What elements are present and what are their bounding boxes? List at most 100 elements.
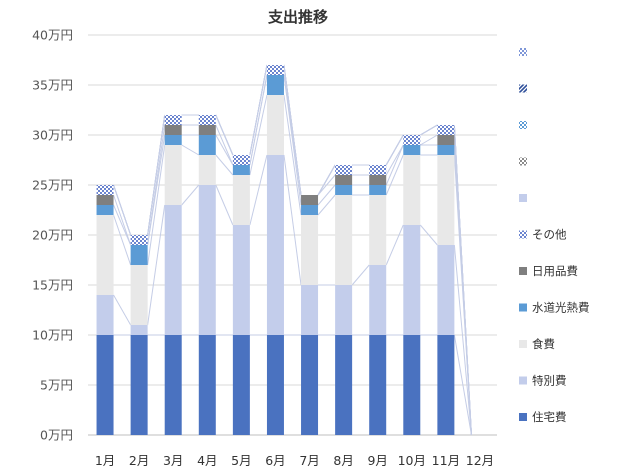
series-connector-lines <box>113 64 472 436</box>
bar-segment[interactable] <box>96 195 114 205</box>
series-line <box>147 114 166 236</box>
bar-segment[interactable] <box>232 155 250 165</box>
bar-segment[interactable] <box>266 335 284 435</box>
bar-segment[interactable] <box>96 185 114 195</box>
series-line <box>113 204 132 246</box>
legend-entry <box>519 194 527 202</box>
legend-entry: 日用品費 <box>519 264 578 278</box>
series-line <box>215 124 234 166</box>
bar-segment[interactable] <box>301 285 319 335</box>
x-tick-label: 11月 <box>432 453 460 468</box>
bar-segment[interactable] <box>198 125 216 135</box>
bar-segment[interactable] <box>232 165 250 175</box>
bar-segment[interactable] <box>403 145 421 155</box>
bar-segment[interactable] <box>403 135 421 145</box>
y-tick-label: 35万円 <box>32 78 73 93</box>
series-line <box>113 194 132 246</box>
bar-segment[interactable] <box>130 335 148 435</box>
x-tick-label: 3月 <box>163 453 183 468</box>
series-line <box>385 144 404 186</box>
bar-segment[interactable] <box>130 265 148 325</box>
bar-segment[interactable] <box>198 115 216 125</box>
bar-segment[interactable] <box>164 335 182 435</box>
bar-segment[interactable] <box>335 285 353 335</box>
bar-segment[interactable] <box>335 335 353 435</box>
bar-segment[interactable] <box>403 155 421 225</box>
bar-segment[interactable] <box>232 175 250 225</box>
bar-segment[interactable] <box>369 265 387 335</box>
bar-segment[interactable] <box>301 215 319 285</box>
bar-segment[interactable] <box>335 165 353 175</box>
bar-segment[interactable] <box>335 185 353 195</box>
series-line <box>215 134 234 166</box>
bar-segment[interactable] <box>266 65 284 75</box>
y-tick-label: 10万円 <box>32 328 73 343</box>
x-tick-label: 1月 <box>95 453 115 468</box>
bar-segment[interactable] <box>164 135 182 145</box>
y-tick-label: 20万円 <box>32 228 73 243</box>
legend-entry: 住宅費 <box>519 410 567 424</box>
bar-segment[interactable] <box>198 335 216 435</box>
bar-segment[interactable] <box>198 155 216 185</box>
bar-segment[interactable] <box>437 245 455 335</box>
series-line <box>249 154 268 226</box>
bar-segment[interactable] <box>369 195 387 265</box>
bar-segment[interactable] <box>301 335 319 435</box>
bar-segment[interactable] <box>198 135 216 155</box>
bar-segment[interactable] <box>369 175 387 185</box>
bar-segment[interactable] <box>266 75 284 95</box>
series-line <box>317 164 336 196</box>
legend-entry: その他 <box>519 228 567 242</box>
legend-label: 住宅費 <box>532 410 567 424</box>
bar-segment[interactable] <box>437 335 455 435</box>
bar-segment[interactable] <box>130 325 148 335</box>
legend-swatch <box>519 376 527 385</box>
legend-entry <box>519 84 527 93</box>
bar-segment[interactable] <box>403 335 421 435</box>
bar-segment[interactable] <box>96 215 114 295</box>
bar-segment[interactable] <box>369 165 387 175</box>
bar-segment[interactable] <box>437 155 455 245</box>
series-line <box>453 244 472 436</box>
bar-segment[interactable] <box>301 195 319 205</box>
bar-segment[interactable] <box>164 145 182 205</box>
bar-segment[interactable] <box>335 195 353 285</box>
legend-label: 日用品費 <box>532 264 578 278</box>
series-line <box>453 124 472 436</box>
legend-swatch <box>519 48 527 56</box>
bar-segment[interactable] <box>301 205 319 215</box>
series-line <box>283 154 302 286</box>
bar-segment[interactable] <box>369 185 387 195</box>
bars <box>96 65 455 435</box>
bar-segment[interactable] <box>335 175 353 185</box>
bar-segment[interactable] <box>266 95 284 155</box>
legend-entry: 水道光熱費 <box>519 301 590 315</box>
bar-segment[interactable] <box>164 205 182 335</box>
legend-swatch <box>519 413 527 421</box>
series-line <box>249 64 268 156</box>
bar-segment[interactable] <box>164 125 182 135</box>
bar-segment[interactable] <box>96 205 114 215</box>
bar-segment[interactable] <box>437 135 455 145</box>
legend-swatch <box>519 303 527 312</box>
bar-segment[interactable] <box>198 185 216 335</box>
bar-segment[interactable] <box>164 115 182 125</box>
bar-segment[interactable] <box>232 335 250 435</box>
bar-segment[interactable] <box>437 145 455 155</box>
series-line <box>453 334 472 436</box>
bar-segment[interactable] <box>232 225 250 335</box>
bar-segment[interactable] <box>369 335 387 435</box>
bar-segment[interactable] <box>130 235 148 245</box>
bar-segment[interactable] <box>96 335 114 435</box>
y-tick-label: 5万円 <box>40 378 73 393</box>
bar-segment[interactable] <box>130 245 148 265</box>
bar-segment[interactable] <box>96 295 114 335</box>
legend-entry <box>519 157 527 166</box>
bar-segment[interactable] <box>437 125 455 135</box>
series-line <box>249 94 268 176</box>
bar-segment[interactable] <box>403 225 421 335</box>
legend-swatch <box>519 267 527 275</box>
bar-segment[interactable] <box>266 155 284 335</box>
